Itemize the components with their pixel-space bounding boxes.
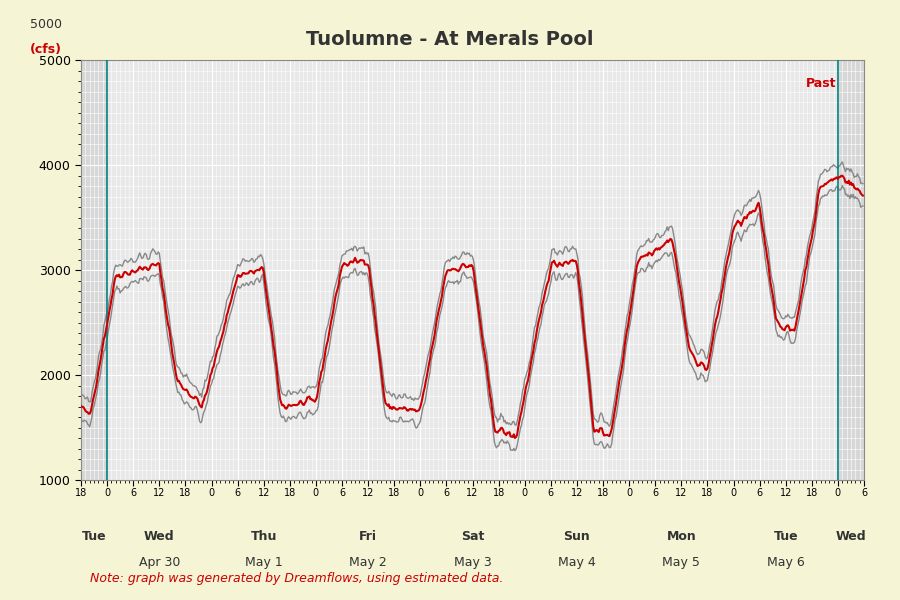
Text: (cfs): (cfs) [30, 43, 62, 56]
Text: Fri: Fri [359, 530, 377, 544]
Text: May 2: May 2 [349, 556, 387, 569]
Text: Wed: Wed [144, 530, 175, 544]
Bar [838, 60, 864, 480]
Text: Past: Past [806, 77, 837, 90]
Bar [81, 60, 107, 480]
Text: May 4: May 4 [558, 556, 596, 569]
Text: 5000: 5000 [30, 17, 62, 31]
Text: Tue: Tue [773, 530, 798, 544]
Text: Tue: Tue [82, 530, 106, 544]
Text: May 3: May 3 [454, 556, 491, 569]
Text: Thu: Thu [250, 530, 277, 544]
Text: Tuolumne - At Merals Pool: Tuolumne - At Merals Pool [306, 30, 594, 49]
Text: May 5: May 5 [662, 556, 700, 569]
Text: May 1: May 1 [245, 556, 283, 569]
Text: Note: graph was generated by Dreamflows, using estimated data.: Note: graph was generated by Dreamflows,… [90, 572, 503, 585]
Text: May 6: May 6 [767, 556, 805, 569]
Text: Wed: Wed [835, 530, 867, 544]
Text: Mon: Mon [666, 530, 697, 544]
Text: Apr 30: Apr 30 [139, 556, 180, 569]
Text: Sat: Sat [461, 530, 484, 544]
Text: Sun: Sun [563, 530, 590, 544]
